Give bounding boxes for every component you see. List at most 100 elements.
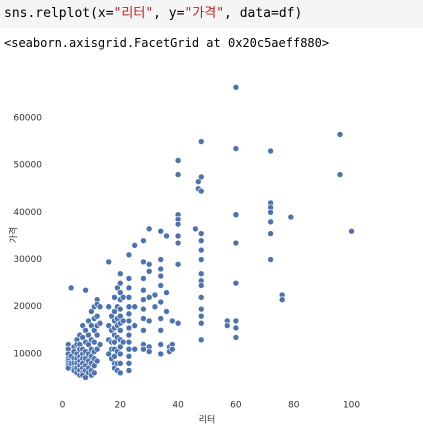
point bbox=[105, 303, 113, 311]
output-text: <seaborn.axisgrid.FacetGrid at 0x20c5aef… bbox=[4, 36, 330, 50]
y-tick-label: 50000 bbox=[13, 161, 42, 171]
point bbox=[125, 310, 133, 318]
point bbox=[140, 258, 147, 266]
point bbox=[195, 178, 202, 185]
point bbox=[267, 230, 274, 237]
point bbox=[131, 303, 139, 311]
code-string: "리터" bbox=[113, 6, 154, 21]
point bbox=[85, 331, 92, 339]
point bbox=[174, 319, 182, 327]
point bbox=[111, 338, 118, 346]
code-string: "가격" bbox=[184, 6, 225, 21]
point bbox=[232, 317, 240, 325]
point bbox=[197, 319, 205, 327]
point bbox=[163, 232, 170, 240]
point bbox=[119, 294, 127, 301]
x-tick-label: 80 bbox=[288, 401, 300, 411]
x-tick-label: 20 bbox=[115, 401, 127, 411]
point bbox=[174, 171, 182, 178]
x-tick-label: 0 bbox=[60, 401, 66, 411]
point bbox=[125, 284, 133, 292]
point bbox=[111, 352, 118, 360]
point bbox=[105, 322, 113, 329]
point bbox=[174, 157, 182, 164]
y-axis-label: 가격 bbox=[8, 227, 20, 244]
point bbox=[232, 83, 240, 91]
point bbox=[348, 227, 355, 235]
point bbox=[125, 303, 133, 311]
point bbox=[93, 345, 101, 353]
point bbox=[125, 352, 133, 360]
point bbox=[131, 345, 139, 353]
point bbox=[116, 360, 124, 367]
point bbox=[140, 345, 147, 353]
point bbox=[232, 145, 240, 152]
point bbox=[116, 350, 124, 358]
point bbox=[96, 319, 104, 327]
point bbox=[140, 237, 147, 244]
point bbox=[151, 303, 159, 311]
code-text: , y= bbox=[153, 6, 185, 21]
point bbox=[197, 173, 205, 181]
point bbox=[85, 317, 92, 325]
y-tick-label: 30000 bbox=[13, 255, 42, 265]
point bbox=[223, 322, 231, 329]
point bbox=[145, 317, 153, 325]
point bbox=[125, 317, 133, 325]
point bbox=[157, 282, 165, 289]
point bbox=[157, 265, 165, 273]
x-axis-label: 리터 bbox=[199, 415, 216, 426]
point bbox=[90, 338, 98, 346]
point bbox=[96, 341, 104, 348]
point bbox=[157, 227, 165, 235]
point bbox=[197, 305, 205, 313]
point bbox=[111, 294, 118, 301]
code-text: sns.relplot(x= bbox=[4, 6, 114, 21]
x-tick-label: 100 bbox=[343, 401, 360, 411]
point bbox=[157, 350, 165, 358]
point bbox=[125, 360, 133, 367]
point bbox=[278, 296, 286, 303]
point bbox=[93, 331, 101, 339]
point bbox=[174, 220, 182, 228]
point bbox=[140, 275, 147, 282]
point bbox=[197, 138, 205, 145]
point bbox=[197, 256, 205, 263]
point bbox=[82, 374, 89, 381]
point bbox=[232, 334, 240, 341]
point bbox=[267, 209, 274, 216]
point bbox=[174, 239, 182, 247]
point bbox=[82, 327, 89, 334]
point bbox=[197, 187, 205, 195]
point bbox=[157, 272, 165, 280]
point bbox=[267, 147, 274, 155]
point bbox=[93, 312, 101, 320]
point bbox=[163, 289, 170, 296]
point bbox=[131, 242, 139, 249]
point bbox=[119, 338, 127, 346]
y-tick-label: 40000 bbox=[13, 208, 42, 218]
point bbox=[232, 239, 240, 247]
point bbox=[105, 350, 113, 358]
point bbox=[79, 334, 86, 341]
y-tick-label: 10000 bbox=[13, 349, 42, 359]
point bbox=[90, 327, 98, 334]
point bbox=[125, 338, 133, 346]
point bbox=[232, 324, 240, 332]
point bbox=[116, 270, 124, 278]
point bbox=[140, 305, 147, 313]
point bbox=[79, 322, 86, 329]
point bbox=[125, 294, 133, 301]
point bbox=[140, 286, 147, 294]
point bbox=[116, 369, 124, 377]
point bbox=[96, 303, 104, 311]
code-text: , data=df) bbox=[224, 6, 303, 21]
point bbox=[145, 225, 153, 233]
point bbox=[336, 131, 344, 138]
point bbox=[93, 357, 101, 365]
point bbox=[169, 345, 176, 353]
x-tick-label: 40 bbox=[172, 401, 184, 411]
point bbox=[125, 367, 133, 374]
point bbox=[145, 260, 153, 268]
point bbox=[197, 230, 205, 237]
